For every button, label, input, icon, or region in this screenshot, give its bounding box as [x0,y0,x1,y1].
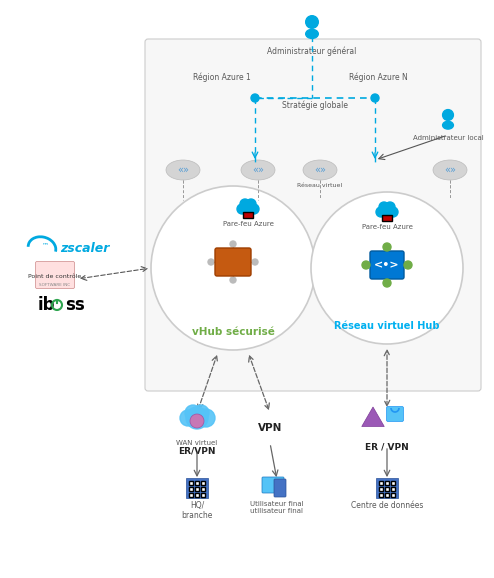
Circle shape [380,203,394,217]
Text: Administrateur local: Administrateur local [412,135,483,141]
Circle shape [311,192,463,344]
Ellipse shape [166,160,200,180]
Text: Région Azure 1: Région Azure 1 [193,72,251,81]
Text: Stratégie globale: Stratégie globale [282,101,348,110]
Circle shape [376,207,386,217]
Text: ER/VPN: ER/VPN [178,447,216,456]
FancyBboxPatch shape [189,493,193,497]
Ellipse shape [443,121,453,129]
Text: <•>: <•> [374,260,400,270]
Text: Point de contrôle: Point de contrôle [28,275,82,280]
Text: ™: ™ [42,242,49,248]
FancyBboxPatch shape [391,487,395,491]
Text: «»: «» [314,165,326,175]
Text: ss: ss [65,296,85,314]
FancyBboxPatch shape [189,481,193,485]
Circle shape [193,405,209,421]
Text: «»: «» [252,165,264,175]
Text: Utilisateur final
utilisateur final: Utilisateur final utilisateur final [250,501,304,514]
Circle shape [249,204,259,214]
Circle shape [237,204,247,214]
Circle shape [230,277,236,283]
FancyBboxPatch shape [201,481,205,485]
Circle shape [443,110,453,120]
FancyBboxPatch shape [385,481,389,485]
Text: Administrateur général: Administrateur général [267,46,357,55]
Ellipse shape [303,160,337,180]
FancyBboxPatch shape [376,478,398,498]
Circle shape [190,414,204,428]
Ellipse shape [306,29,318,39]
FancyBboxPatch shape [195,487,199,491]
Text: Réseau virtuel Hub: Réseau virtuel Hub [334,321,440,331]
Text: zscaler: zscaler [60,242,109,254]
Text: SOFTWARE INC: SOFTWARE INC [40,283,71,287]
Text: Centre de données: Centre de données [351,501,423,510]
FancyBboxPatch shape [186,478,208,498]
Text: HQ/
branche: HQ/ branche [181,501,213,520]
Circle shape [371,94,379,102]
FancyBboxPatch shape [195,481,199,485]
Circle shape [383,243,391,251]
Text: Réseau virtuel: Réseau virtuel [297,183,342,188]
Circle shape [306,16,318,28]
Ellipse shape [433,160,467,180]
FancyBboxPatch shape [391,493,395,497]
Circle shape [362,261,370,269]
Ellipse shape [241,160,275,180]
Text: Pare-feu Azure: Pare-feu Azure [223,221,274,227]
Circle shape [404,261,412,269]
FancyBboxPatch shape [243,212,253,218]
FancyBboxPatch shape [370,251,404,279]
Circle shape [251,94,259,102]
FancyBboxPatch shape [379,487,383,491]
FancyBboxPatch shape [382,215,392,221]
Circle shape [385,202,395,212]
Circle shape [197,409,215,427]
Circle shape [252,259,258,265]
Circle shape [186,407,208,429]
Circle shape [230,241,236,247]
Text: «»: «» [177,165,189,175]
Text: WAN virtuel: WAN virtuel [176,440,218,446]
Circle shape [180,410,196,426]
Text: Région Azure N: Région Azure N [349,72,408,81]
FancyBboxPatch shape [195,493,199,497]
FancyBboxPatch shape [379,481,383,485]
FancyBboxPatch shape [379,493,383,497]
Circle shape [151,186,315,350]
Circle shape [241,200,255,214]
FancyBboxPatch shape [145,39,481,391]
Circle shape [383,279,391,287]
Text: ER / VPN: ER / VPN [365,442,409,451]
FancyBboxPatch shape [189,487,193,491]
Circle shape [208,259,214,265]
Circle shape [379,202,389,212]
Text: Pare-feu Azure: Pare-feu Azure [362,224,412,230]
FancyBboxPatch shape [385,493,389,497]
FancyBboxPatch shape [386,406,404,421]
FancyBboxPatch shape [201,487,205,491]
FancyBboxPatch shape [385,487,389,491]
Text: VPN: VPN [258,423,282,433]
FancyBboxPatch shape [215,248,251,276]
Circle shape [240,199,250,209]
FancyBboxPatch shape [391,481,395,485]
Circle shape [246,199,256,209]
Circle shape [388,207,398,217]
FancyBboxPatch shape [201,493,205,497]
FancyBboxPatch shape [36,261,75,288]
FancyBboxPatch shape [274,479,286,497]
Circle shape [185,405,201,421]
Text: ib: ib [38,296,55,314]
Text: vHub sécurisé: vHub sécurisé [192,327,275,337]
Text: «»: «» [444,165,456,175]
FancyBboxPatch shape [262,477,284,493]
